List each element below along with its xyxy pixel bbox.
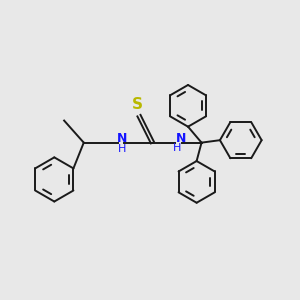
Text: H: H xyxy=(173,143,181,153)
Text: H: H xyxy=(118,144,126,154)
Text: N: N xyxy=(176,132,186,145)
Text: N: N xyxy=(117,133,127,146)
Text: S: S xyxy=(132,97,143,112)
